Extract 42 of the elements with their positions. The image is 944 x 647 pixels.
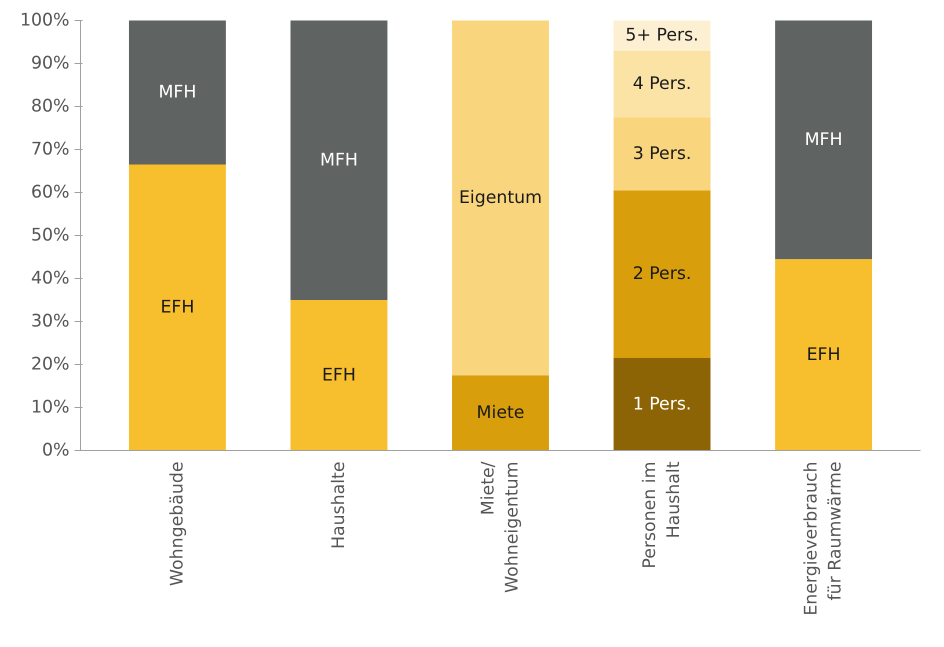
bar xyxy=(775,259,872,450)
series-label: 2 Pers. xyxy=(632,264,692,284)
x-tick-label: Personen im Haushalt xyxy=(640,461,684,569)
y-tick-label: 50% xyxy=(30,226,70,246)
y-tick-label: 100% xyxy=(20,10,70,30)
y-tick-label: 70% xyxy=(30,140,70,160)
series-label: Miete xyxy=(476,402,524,423)
series-label: 3 Pers. xyxy=(632,144,692,164)
bar xyxy=(452,20,549,376)
text: EFH xyxy=(322,365,356,386)
y-tick-label: 90% xyxy=(30,54,70,74)
series-label: 1 Pers. xyxy=(632,394,692,414)
y-tick-label: 10% xyxy=(30,398,70,418)
bar xyxy=(128,164,226,450)
bar xyxy=(614,358,710,450)
series-label: 5+ Pers. xyxy=(625,26,699,46)
bar xyxy=(452,375,549,450)
y-tick-label: 0% xyxy=(42,440,70,460)
bar xyxy=(614,190,710,358)
bar xyxy=(614,50,710,118)
x-tick-label: Miete/ Wohneigentum xyxy=(478,461,522,593)
x-tick-label: Wohngebäude xyxy=(167,461,188,586)
series-label: Eigentum xyxy=(458,188,542,208)
bar xyxy=(290,20,388,300)
bar xyxy=(128,20,226,165)
y-tick-label: 20% xyxy=(30,354,70,374)
y-tick-label: 80% xyxy=(30,96,70,116)
text: EFH xyxy=(806,344,841,365)
x-tick-label: Haushalte xyxy=(328,462,349,550)
bar xyxy=(614,20,710,51)
y-tick-label: 40% xyxy=(30,268,70,288)
text: MFH xyxy=(320,150,358,170)
bar xyxy=(290,300,388,450)
y-tick-label: 30% xyxy=(30,312,70,332)
bar xyxy=(775,20,872,260)
y-tick-label: 60% xyxy=(30,182,70,202)
text: MFH xyxy=(804,130,843,150)
x-tick-label: Energieverbrauch für Raumwärme xyxy=(802,461,846,616)
series-label: MFH xyxy=(158,82,196,103)
series-label: EFH xyxy=(160,298,194,318)
bar xyxy=(614,117,710,190)
series-label: 4 Pers. xyxy=(632,74,692,94)
